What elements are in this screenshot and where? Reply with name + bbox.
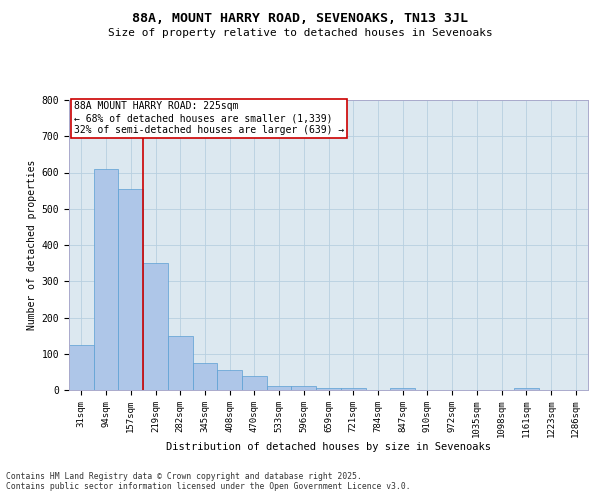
- Text: 88A, MOUNT HARRY ROAD, SEVENOAKS, TN13 3JL: 88A, MOUNT HARRY ROAD, SEVENOAKS, TN13 3…: [132, 12, 468, 26]
- Bar: [94, 169, 118, 390]
- Bar: [193, 363, 217, 390]
- Bar: [341, 388, 365, 390]
- Bar: [514, 388, 539, 390]
- Bar: [143, 263, 168, 390]
- Bar: [168, 336, 193, 390]
- Bar: [69, 344, 94, 390]
- X-axis label: Distribution of detached houses by size in Sevenoaks: Distribution of detached houses by size …: [166, 442, 491, 452]
- Y-axis label: Number of detached properties: Number of detached properties: [28, 160, 37, 330]
- Bar: [217, 370, 242, 390]
- Text: Size of property relative to detached houses in Sevenoaks: Size of property relative to detached ho…: [107, 28, 493, 38]
- Text: Contains public sector information licensed under the Open Government Licence v3: Contains public sector information licen…: [6, 482, 410, 491]
- Text: 88A MOUNT HARRY ROAD: 225sqm
← 68% of detached houses are smaller (1,339)
32% of: 88A MOUNT HARRY ROAD: 225sqm ← 68% of de…: [74, 102, 344, 134]
- Bar: [316, 388, 341, 390]
- Text: Contains HM Land Registry data © Crown copyright and database right 2025.: Contains HM Land Registry data © Crown c…: [6, 472, 362, 481]
- Bar: [292, 386, 316, 390]
- Bar: [390, 388, 415, 390]
- Bar: [267, 386, 292, 390]
- Bar: [242, 376, 267, 390]
- Bar: [118, 189, 143, 390]
